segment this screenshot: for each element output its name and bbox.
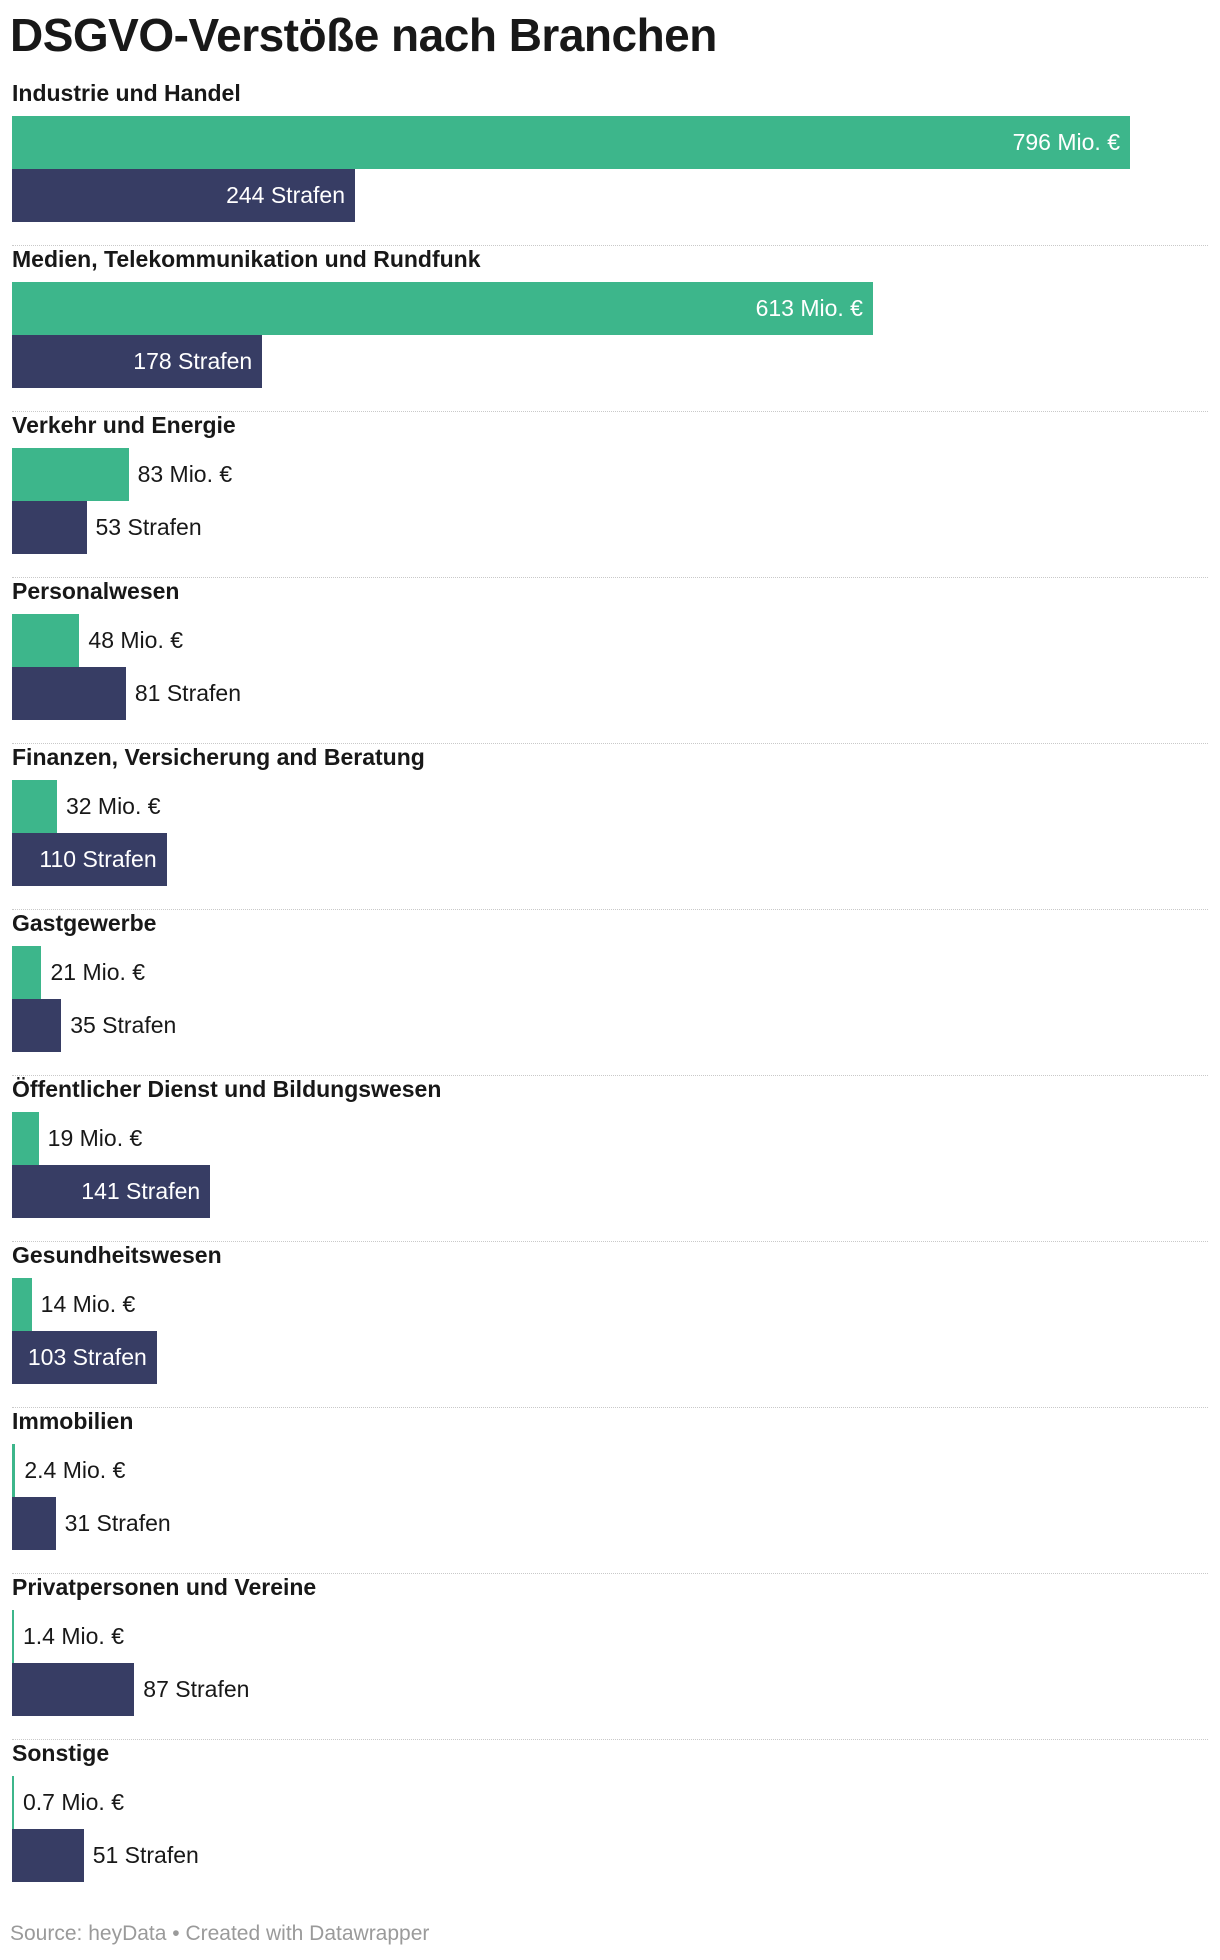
chart-title: DSGVO-Verstöße nach Branchen: [10, 9, 717, 61]
fines-count-bar: [12, 1331, 157, 1384]
fines-count-value-label: 87 Strafen: [143, 1676, 250, 1702]
category-group: Finanzen, Versicherung and Beratung 32 Mi…: [12, 744, 1208, 910]
amount-bar: [12, 614, 80, 667]
fines-count-value-label: 51 Strafen: [92, 1842, 199, 1868]
fines-count-bar: [12, 1829, 84, 1882]
amount-value-label: 19 Mio. €: [47, 1125, 143, 1151]
group-divider: [12, 411, 1208, 412]
amount-bar: [12, 1610, 14, 1663]
group-divider: [12, 743, 1208, 744]
fines-count-bar: [12, 501, 87, 554]
category-group: Industrie und Handel 796 Mio. € 244 Strafe…: [12, 80, 1208, 246]
amount-bar: [12, 282, 873, 335]
category-group: Sonstige 0.7 Mio. € 51 Strafen: [12, 1740, 1208, 1906]
category-group: Gesundheitswesen 14 Mio. € 103 Strafen: [12, 1242, 1208, 1408]
amount-value-label: 796 Mio. €: [1012, 129, 1120, 155]
fines-count-value-label: 35 Strafen: [70, 1012, 177, 1038]
group-divider: [12, 1573, 1208, 1574]
source-footer: Source: heyData • Created with Datawrapp…: [10, 1922, 430, 1945]
amount-value-label: 2.4 Mio. €: [24, 1457, 126, 1483]
fines-count-value-label: 103 Strafen: [27, 1344, 147, 1370]
fines-count-bar: [12, 169, 355, 222]
fines-count-value-label: 110 Strafen: [39, 846, 157, 872]
fines-count-bar: [12, 1165, 211, 1218]
amount-bar: [12, 448, 129, 501]
amount-value-label: 613 Mio. €: [755, 295, 863, 321]
fines-count-bar: [12, 833, 167, 886]
category-label: Finanzen, Versicherung and Beratung: [12, 744, 425, 770]
category-label: Immobilien: [12, 1408, 134, 1434]
bar-chart: Industrie und Handel 796 Mio. € 244 Strafe…: [12, 80, 1208, 1882]
group-divider: [12, 909, 1208, 910]
category-group: Öffentlicher Dienst und Bildungswesen 19 …: [12, 1076, 1208, 1242]
amount-bar: [12, 1278, 32, 1331]
category-label: Industrie und Handel: [12, 80, 241, 106]
category-label: Gesundheitswesen: [12, 1242, 222, 1268]
category-label: Personalwesen: [12, 578, 180, 604]
group-divider: [12, 1407, 1208, 1408]
fines-count-value-label: 141 Strafen: [81, 1178, 201, 1204]
group-divider: [12, 245, 1208, 246]
amount-value-label: 14 Mio. €: [40, 1291, 136, 1317]
category-label: Gastgewerbe: [12, 910, 157, 936]
amount-value-label: 21 Mio. €: [50, 959, 146, 985]
amount-value-label: 48 Mio. €: [88, 627, 184, 653]
category-label: Privatpersonen und Vereine: [12, 1574, 317, 1600]
amount-value-label: 32 Mio. €: [65, 793, 161, 819]
category-group: Medien, Telekommunikation und Rundfunk 61…: [12, 246, 1208, 412]
amount-bar: [12, 1444, 16, 1497]
amount-bar: [12, 1112, 39, 1165]
category-label: Verkehr und Energie: [12, 412, 236, 438]
group-divider: [12, 1739, 1208, 1740]
fines-count-value-label: 53 Strafen: [95, 514, 202, 540]
amount-value-label: 1.4 Mio. €: [23, 1623, 124, 1649]
fines-count-bar: [12, 1663, 135, 1716]
amount-value-label: 83 Mio. €: [137, 461, 233, 487]
fines-count-value-label: 31 Strafen: [64, 1510, 171, 1536]
amount-value-label: 0.7 Mio. €: [23, 1789, 124, 1815]
category-group: Privatpersonen und Vereine 1.4 Mio. € 87 S…: [12, 1574, 1208, 1740]
fines-count-value-label: 244 Strafen: [226, 182, 345, 208]
fines-count-value-label: 178 Strafen: [133, 348, 253, 374]
category-label: Öffentlicher Dienst und Bildungswesen: [12, 1076, 442, 1102]
category-group: Immobilien 2.4 Mio. € 31 Strafen: [12, 1408, 1208, 1574]
category-group: Gastgewerbe 21 Mio. € 35 Strafen: [12, 910, 1208, 1076]
category-group: Personalwesen 48 Mio. € 81 Strafen: [12, 578, 1208, 744]
category-label: Sonstige: [12, 1740, 110, 1766]
group-divider: [12, 1075, 1208, 1076]
fines-count-value-label: 81 Strafen: [134, 680, 241, 706]
amount-bar: [12, 946, 42, 999]
group-divider: [12, 1241, 1208, 1242]
amount-bar: [12, 780, 57, 833]
fines-count-bar: [12, 999, 62, 1052]
category-group: Verkehr und Energie 83 Mio. € 53 Strafen: [12, 412, 1208, 578]
group-divider: [12, 577, 1208, 578]
amount-bar: [12, 1776, 14, 1829]
category-label: Medien, Telekommunikation und Rundfunk: [12, 246, 481, 272]
fines-count-bar: [12, 1497, 56, 1550]
fines-count-bar: [12, 667, 126, 720]
fines-count-bar: [12, 335, 263, 388]
amount-bar: [12, 116, 1130, 169]
